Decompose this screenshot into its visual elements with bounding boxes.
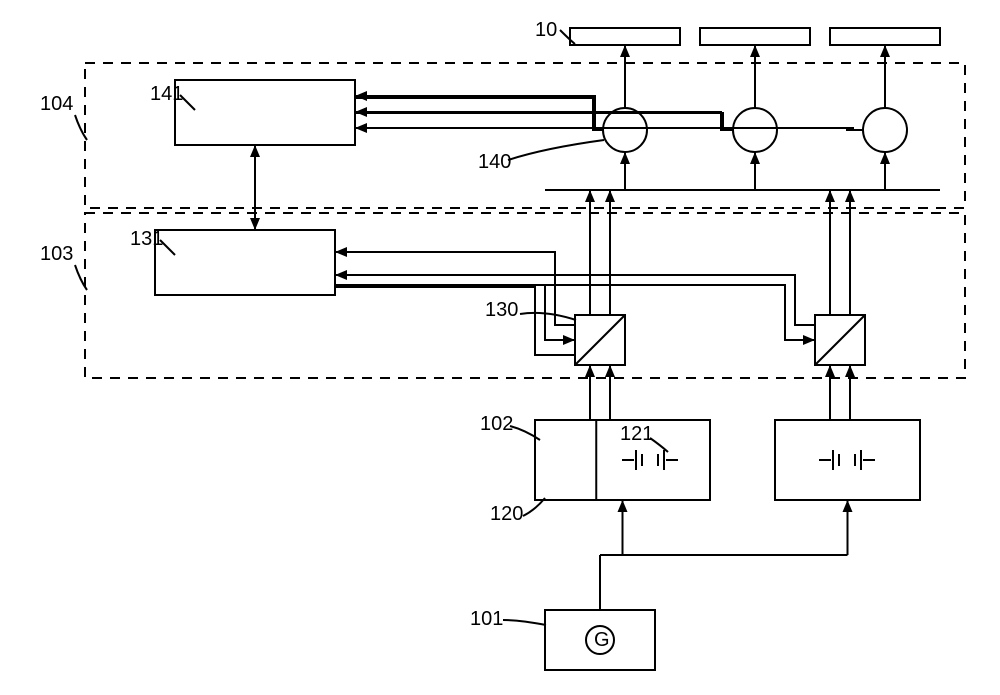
- generator-letter: G: [594, 629, 610, 651]
- label-103: 103: [40, 243, 73, 265]
- sensor-1: [603, 108, 647, 152]
- output-block-2: [700, 28, 810, 45]
- device-2: [775, 420, 920, 500]
- label-120: 120: [490, 503, 523, 525]
- label-104: 104: [40, 93, 73, 115]
- label-10: 10: [535, 19, 557, 41]
- label-101: 101: [470, 608, 503, 630]
- sensor-3: [863, 108, 907, 152]
- label-141: 141: [150, 83, 183, 105]
- label-121: 121: [620, 423, 653, 445]
- block-131: [155, 230, 335, 295]
- label-140: 140: [478, 151, 511, 173]
- output-block-3: [830, 28, 940, 45]
- label-102: 102: [480, 413, 513, 435]
- diagram-canvas: G 10 101 102 103 104 120 121 130 131 140 141: [0, 0, 1000, 695]
- output-block-1: [570, 28, 680, 45]
- block-141: [175, 80, 355, 145]
- label-131: 131: [130, 228, 163, 250]
- label-130: 130: [485, 299, 518, 321]
- sensor-2: [733, 108, 777, 152]
